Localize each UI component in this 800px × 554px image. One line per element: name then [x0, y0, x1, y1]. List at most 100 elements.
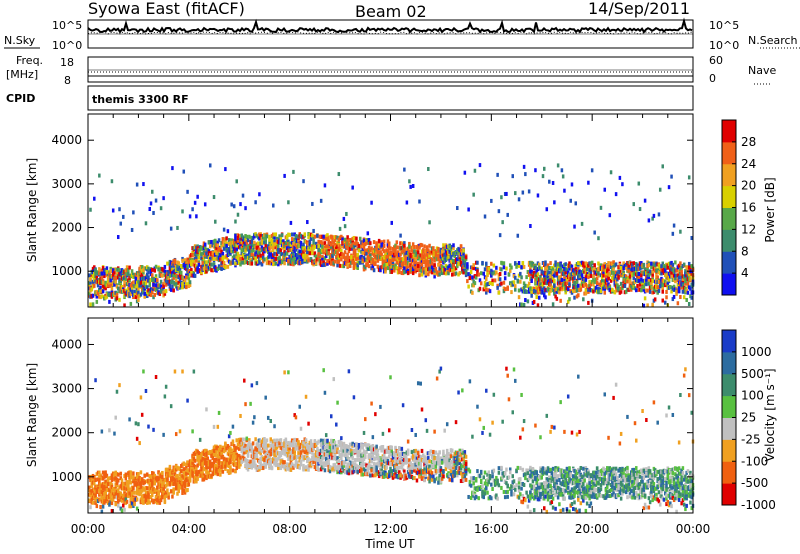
echo-cell [652, 213, 656, 218]
echo-cell [617, 275, 620, 280]
echo-cell [134, 285, 138, 290]
echo-cell [98, 492, 101, 497]
echo-cell [193, 256, 197, 261]
echo-cell [657, 263, 661, 268]
echo-cell [209, 266, 212, 271]
echo-cell [159, 279, 163, 284]
echo-cell [205, 452, 208, 457]
echo-cell [159, 206, 163, 211]
echo-cell [326, 233, 329, 238]
echo-cell [464, 264, 468, 269]
echo-cell [209, 244, 212, 249]
echo-cell [235, 466, 238, 471]
echo-cell [139, 499, 143, 504]
echo-cell [222, 264, 226, 269]
echo-cell [370, 200, 373, 205]
echo-cell [246, 247, 250, 252]
echo-cell [583, 291, 586, 296]
echo-cell [679, 261, 682, 266]
echo-cell [453, 253, 457, 258]
echo-cell [416, 246, 420, 251]
echo-cell [234, 249, 237, 254]
echo-cell [99, 504, 102, 509]
echo-cell [207, 265, 211, 270]
echo-cell [414, 256, 417, 261]
echo-cell [132, 476, 135, 481]
echo-cell [361, 248, 365, 253]
echo-cell [114, 488, 117, 493]
echo-cell [568, 273, 571, 278]
echo-cell [415, 264, 419, 269]
echo-cell [212, 256, 216, 261]
echo-cell [140, 284, 144, 289]
echo-cell [168, 480, 172, 485]
echo-cell [564, 285, 567, 290]
echo-cell [297, 244, 300, 249]
echo-cell [535, 269, 538, 274]
echo-cell [404, 247, 407, 252]
echo-cell [308, 244, 312, 249]
echo-cell [531, 274, 535, 279]
echo-cell [91, 282, 95, 287]
echo-cell [488, 289, 492, 294]
echo-cell [212, 244, 216, 249]
echo-cell [362, 241, 366, 246]
echo-cell [311, 233, 314, 238]
echo-cell [156, 478, 159, 483]
echo-cell [185, 266, 188, 271]
echo-cell [145, 294, 149, 299]
echo-cell [268, 246, 271, 251]
echo-cell [382, 249, 386, 254]
echo-cell [243, 447, 246, 452]
echo-cell [575, 280, 579, 285]
echo-cell [556, 266, 560, 271]
echo-cell [188, 254, 192, 259]
echo-cell [183, 262, 187, 267]
echo-cell [588, 272, 591, 277]
echo-cell [292, 244, 295, 249]
echo-cell [527, 281, 531, 286]
echo-cell [212, 458, 216, 463]
echo-cell [168, 263, 172, 268]
echo-cell [220, 243, 223, 248]
echo-cell [637, 181, 641, 186]
echo-cell [515, 264, 518, 269]
echo-cell [674, 276, 677, 281]
echo-cell [243, 247, 246, 252]
echo-cell [491, 278, 494, 283]
echo-cell [312, 240, 315, 245]
echo-cell [104, 270, 107, 275]
echo-cell [588, 285, 591, 290]
echo-cell [127, 485, 130, 490]
echo-cell [241, 193, 245, 198]
echo-cell [151, 277, 154, 282]
echo-cell [241, 235, 245, 240]
echo-cell [110, 497, 114, 502]
echo-cell [677, 286, 681, 291]
echo-cell [142, 280, 145, 285]
echo-cell [187, 272, 191, 277]
echo-cell [270, 245, 274, 250]
echo-cell [661, 289, 664, 294]
echo-cell [360, 244, 363, 249]
echo-cell [145, 486, 149, 491]
echo-cell [164, 478, 168, 483]
echo-cell [677, 289, 681, 294]
echo-cell [133, 280, 136, 285]
echo-cell [219, 257, 222, 262]
echo-cell [114, 476, 117, 481]
echo-cell [95, 490, 99, 495]
echo-cell [676, 301, 680, 306]
echo-cell [167, 495, 170, 500]
echo-cell [558, 290, 561, 295]
echo-cell [287, 261, 290, 266]
echo-cell [273, 242, 276, 247]
echo-cell [301, 260, 304, 265]
echo-cell [413, 249, 416, 254]
echo-cell [130, 283, 134, 288]
echo-cell [232, 444, 236, 449]
echo-cell [129, 291, 133, 296]
echo-cell [444, 255, 448, 260]
noise-left-tick-top: 10^5 [52, 19, 82, 32]
echo-cell [444, 271, 448, 276]
